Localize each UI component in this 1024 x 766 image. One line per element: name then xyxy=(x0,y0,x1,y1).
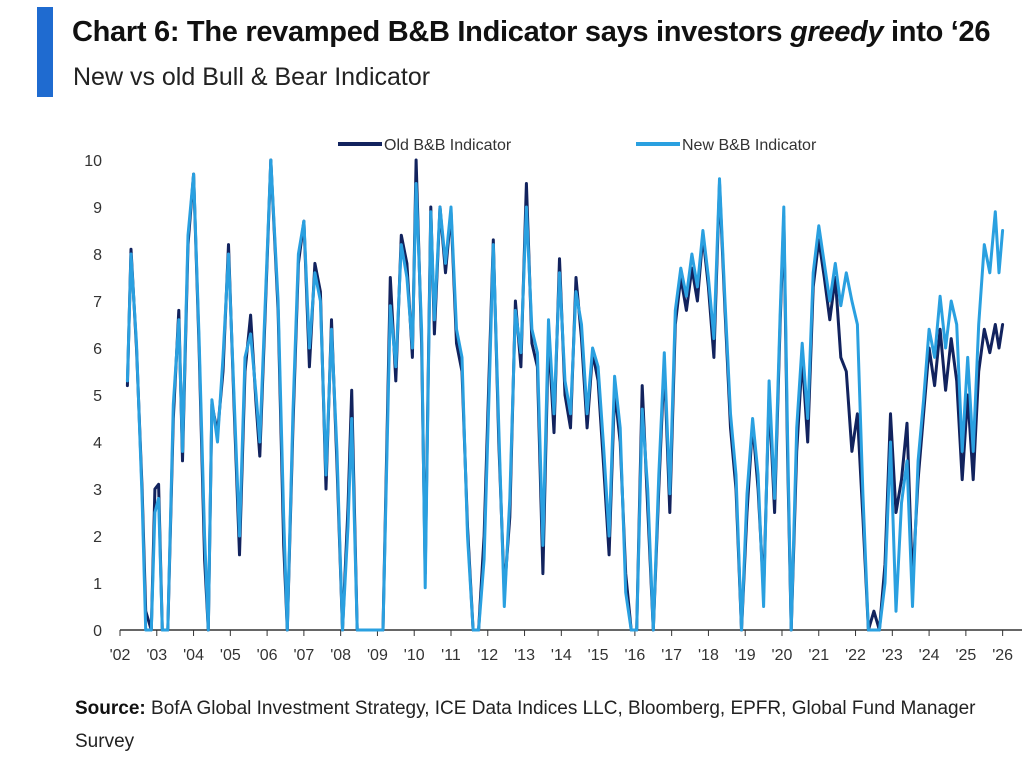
y-tick-label: 1 xyxy=(93,576,102,593)
legend-label-old: Old B&B Indicator xyxy=(384,137,512,154)
x-tick-label: '18 xyxy=(698,647,719,664)
y-axis: 0 1 2 3 4 5 6 7 8 9 10 xyxy=(84,153,102,640)
y-tick-label: 2 xyxy=(93,529,102,546)
series-layer xyxy=(125,158,1005,632)
y-tick-label: 7 xyxy=(93,294,102,311)
new-bb-indicator-line xyxy=(125,158,1005,632)
x-tick-label: '24 xyxy=(919,647,940,664)
x-tick-label: '14 xyxy=(551,647,572,664)
legend-label-new: New B&B Indicator xyxy=(682,137,817,154)
x-tick-label: '20 xyxy=(772,647,793,664)
x-tick-label: '06 xyxy=(257,647,278,664)
x-tick-label: '26 xyxy=(992,647,1013,664)
y-tick-label: 4 xyxy=(93,435,102,452)
x-tick-label: '08 xyxy=(330,647,351,664)
x-tick-label: '11 xyxy=(441,647,461,664)
chart-subtitle: New vs old Bull & Bear Indicator xyxy=(73,63,431,91)
x-tick-label: '05 xyxy=(220,647,241,664)
source-label: Source: xyxy=(75,698,146,719)
x-tick-label: '12 xyxy=(477,647,498,664)
y-tick-label: 3 xyxy=(93,482,102,499)
chart-title-prefix: Chart 6: The revamped B&B Indicator says… xyxy=(72,16,790,48)
chart-legend: Old B&B Indicator New B&B Indicator xyxy=(338,137,817,154)
source-note: Source: BofA Global Investment Strategy,… xyxy=(75,692,1005,758)
chart-title-suffix: into ‘26 xyxy=(883,16,991,48)
x-tick-label: '15 xyxy=(588,647,609,664)
chart-title-emphasis: greedy xyxy=(789,16,884,48)
x-tick-label: '10 xyxy=(404,647,425,664)
x-tick-label: '21 xyxy=(808,647,829,664)
y-tick-label: 6 xyxy=(93,341,102,358)
x-tick-label: '23 xyxy=(882,647,903,664)
y-tick-label: 10 xyxy=(84,153,102,170)
y-tick-label: 9 xyxy=(93,200,102,217)
x-tick-label: '02 xyxy=(110,647,131,664)
x-tick-label: '19 xyxy=(735,647,756,664)
x-tick-label: '09 xyxy=(367,647,388,664)
y-tick-label: 0 xyxy=(93,623,102,640)
x-tick-label: '22 xyxy=(845,647,866,664)
y-tick-label: 8 xyxy=(93,247,102,264)
source-text: BofA Global Investment Strategy, ICE Dat… xyxy=(75,698,976,752)
x-tick-label: '25 xyxy=(955,647,976,664)
title-accent-bar xyxy=(37,7,53,97)
y-tick-label: 5 xyxy=(93,388,102,405)
x-tick-label: '13 xyxy=(514,647,535,664)
x-tick-label: '07 xyxy=(293,647,314,664)
x-tick-label: '03 xyxy=(146,647,167,664)
x-tick-label: '04 xyxy=(183,647,204,664)
x-axis: '02 '03 '04 '05 '06 '07 '08 '09 '10 '11 '12 '13 '14 '… xyxy=(110,629,1022,664)
line-chart: Old B&B Indicator New B&B Indicator 0 1 2 3 4… xyxy=(84,137,1022,664)
x-tick-label: '17 xyxy=(661,647,682,664)
old-bb-indicator-line xyxy=(125,158,1005,632)
x-tick-label: '16 xyxy=(624,647,645,664)
chart-title: Chart 6: The revamped B&B Indicator says… xyxy=(72,16,990,49)
